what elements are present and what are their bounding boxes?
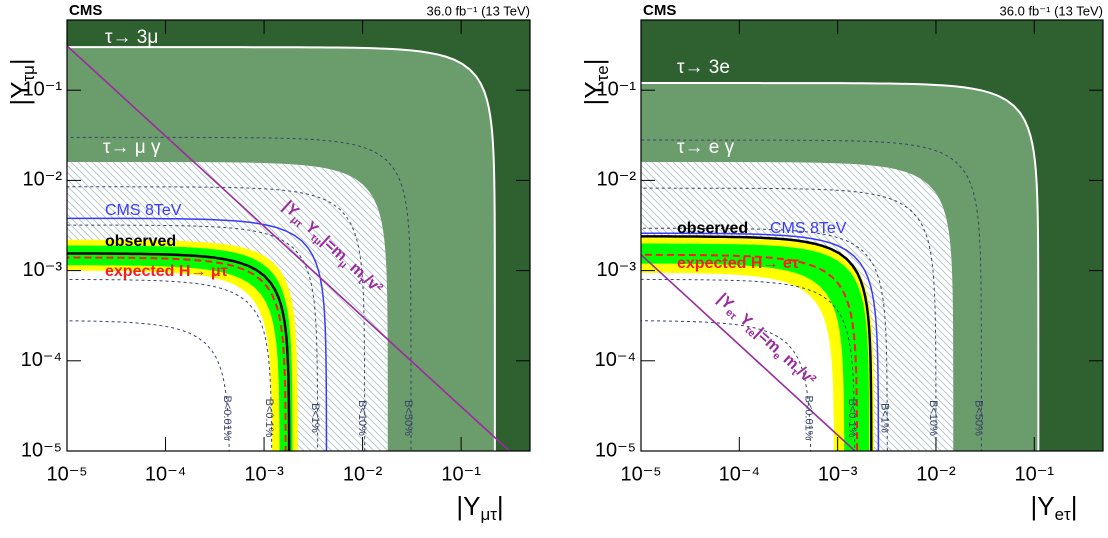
b-label: B<0.01% (221, 396, 233, 441)
y-tick-label: 10⁻² (23, 169, 63, 191)
y-axis-label: |Yτe| (579, 59, 612, 106)
y-tick-label: 10⁻¹ (23, 78, 63, 100)
y-tick-label: 10⁻³ (597, 259, 637, 281)
x-tick-label: 10⁻³ (244, 463, 284, 485)
limit-line (67, 256, 287, 451)
b-line (67, 224, 319, 451)
panel: B<0.01% B<0.1% B<1% B<10% B<50%|Yμτ Yτμ|=mμ … (5, 2, 531, 524)
b-line (641, 139, 982, 451)
b-label: B<10% (356, 400, 368, 436)
b-line (641, 320, 812, 451)
limit-line (641, 235, 873, 451)
chart-subtitle: 36.0 fb⁻¹ (13 TeV) (1000, 3, 1103, 18)
plot-area (641, 20, 1103, 451)
chart-subtitle: 36.0 fb⁻¹ (13 TeV) (427, 3, 530, 18)
frame (640, 19, 1104, 452)
x-axis-label-part: eτ (1055, 505, 1071, 524)
legend-label: CMS 8TeV (105, 202, 182, 219)
y-tick-label: 10⁻⁵ (21, 439, 62, 461)
y-axis-label-part: τe (593, 65, 612, 81)
y-tick-label: 10⁻⁵ (595, 439, 636, 461)
band-2sigma-inner (641, 272, 834, 451)
naturalness-line (641, 254, 856, 451)
y-axis-label-part: | (5, 58, 35, 65)
frame (66, 19, 531, 452)
region-label: τ→ e γ (677, 137, 735, 158)
b-line (641, 187, 937, 451)
x-tick-label: 10⁻³ (818, 463, 858, 485)
naturalness-label-part: τμ (308, 232, 324, 248)
plot-area (67, 20, 530, 451)
b-label: B<0.01% (802, 396, 814, 441)
b-line (641, 227, 888, 451)
x-axis-label-part: μτ (480, 505, 497, 524)
b-label: B<50% (973, 400, 985, 436)
b-label: B<50% (402, 400, 414, 436)
band-2sigma-inner (67, 270, 272, 451)
x-axis-label-part: | (1071, 491, 1078, 521)
b-label: B<1% (878, 403, 890, 433)
legend-label: expected H→ μτ (105, 263, 228, 280)
b-label: B<1% (309, 403, 321, 433)
region-line (67, 46, 496, 451)
limit-line (641, 232, 880, 451)
naturalness-label-part: τ (355, 275, 366, 286)
y-axis-label-part: |Y (579, 81, 609, 105)
region-line (641, 82, 1040, 451)
y-axis-label-part: τμ (19, 65, 38, 81)
x-tick-label: 10⁻⁴ (145, 463, 186, 485)
b-label: B<0.1% (263, 399, 275, 438)
legend-label: observed (105, 233, 176, 250)
y-tick-label: 10⁻² (597, 169, 637, 191)
legend-label: expected H→ eτ (677, 255, 799, 272)
b-line (641, 278, 856, 451)
naturalness-label-part: e (770, 350, 782, 362)
y-tick-label: 10⁻³ (23, 259, 63, 281)
limit-line (67, 217, 328, 451)
naturalness-label-part: τ (788, 367, 799, 378)
x-axis-label: |Yeτ| (1031, 491, 1078, 524)
y-axis-label-part: |Y (5, 82, 35, 106)
x-tick-label: 10⁻⁵ (46, 463, 87, 485)
x-axis-label-part: |Y (456, 491, 480, 521)
region-label: τ→ μ γ (103, 137, 161, 158)
limit-line (67, 252, 291, 451)
b-line (67, 136, 412, 451)
region-label: τ→ 3μ (105, 27, 158, 48)
y-axis-label-part: | (579, 59, 609, 66)
b-line (67, 186, 366, 451)
y-axis-label: |Yτμ| (5, 58, 38, 105)
x-axis-label-part: | (497, 491, 504, 521)
region-label: τ→ 3e (677, 57, 730, 78)
y-tick-label: 10⁻¹ (597, 78, 637, 100)
x-axis-label-part: |Y (1031, 491, 1055, 521)
limit-line (641, 253, 859, 451)
x-tick-label: 10⁻¹ (441, 463, 481, 485)
chart-title: CMS (643, 2, 676, 19)
chart-title: CMS (69, 2, 102, 19)
x-tick-label: 10⁻¹ (1015, 463, 1055, 485)
legend-label: CMS 8TeV (770, 220, 847, 237)
x-axis-label: |Yμτ| (456, 491, 503, 524)
b-label: B<0.1% (846, 399, 858, 438)
naturalness-line (67, 45, 511, 451)
b-line (67, 320, 230, 451)
x-tick-label: 10⁻⁴ (719, 463, 760, 485)
b-line (67, 278, 273, 451)
y-tick-label: 10⁻⁴ (21, 349, 62, 371)
b-label: B<10% (927, 400, 939, 436)
x-tick-label: 10⁻² (343, 463, 383, 485)
x-tick-label: 10⁻² (916, 463, 956, 485)
legend-label: observed (677, 220, 748, 237)
x-tick-label: 10⁻⁵ (620, 463, 661, 485)
y-tick-label: 10⁻⁴ (595, 349, 636, 371)
